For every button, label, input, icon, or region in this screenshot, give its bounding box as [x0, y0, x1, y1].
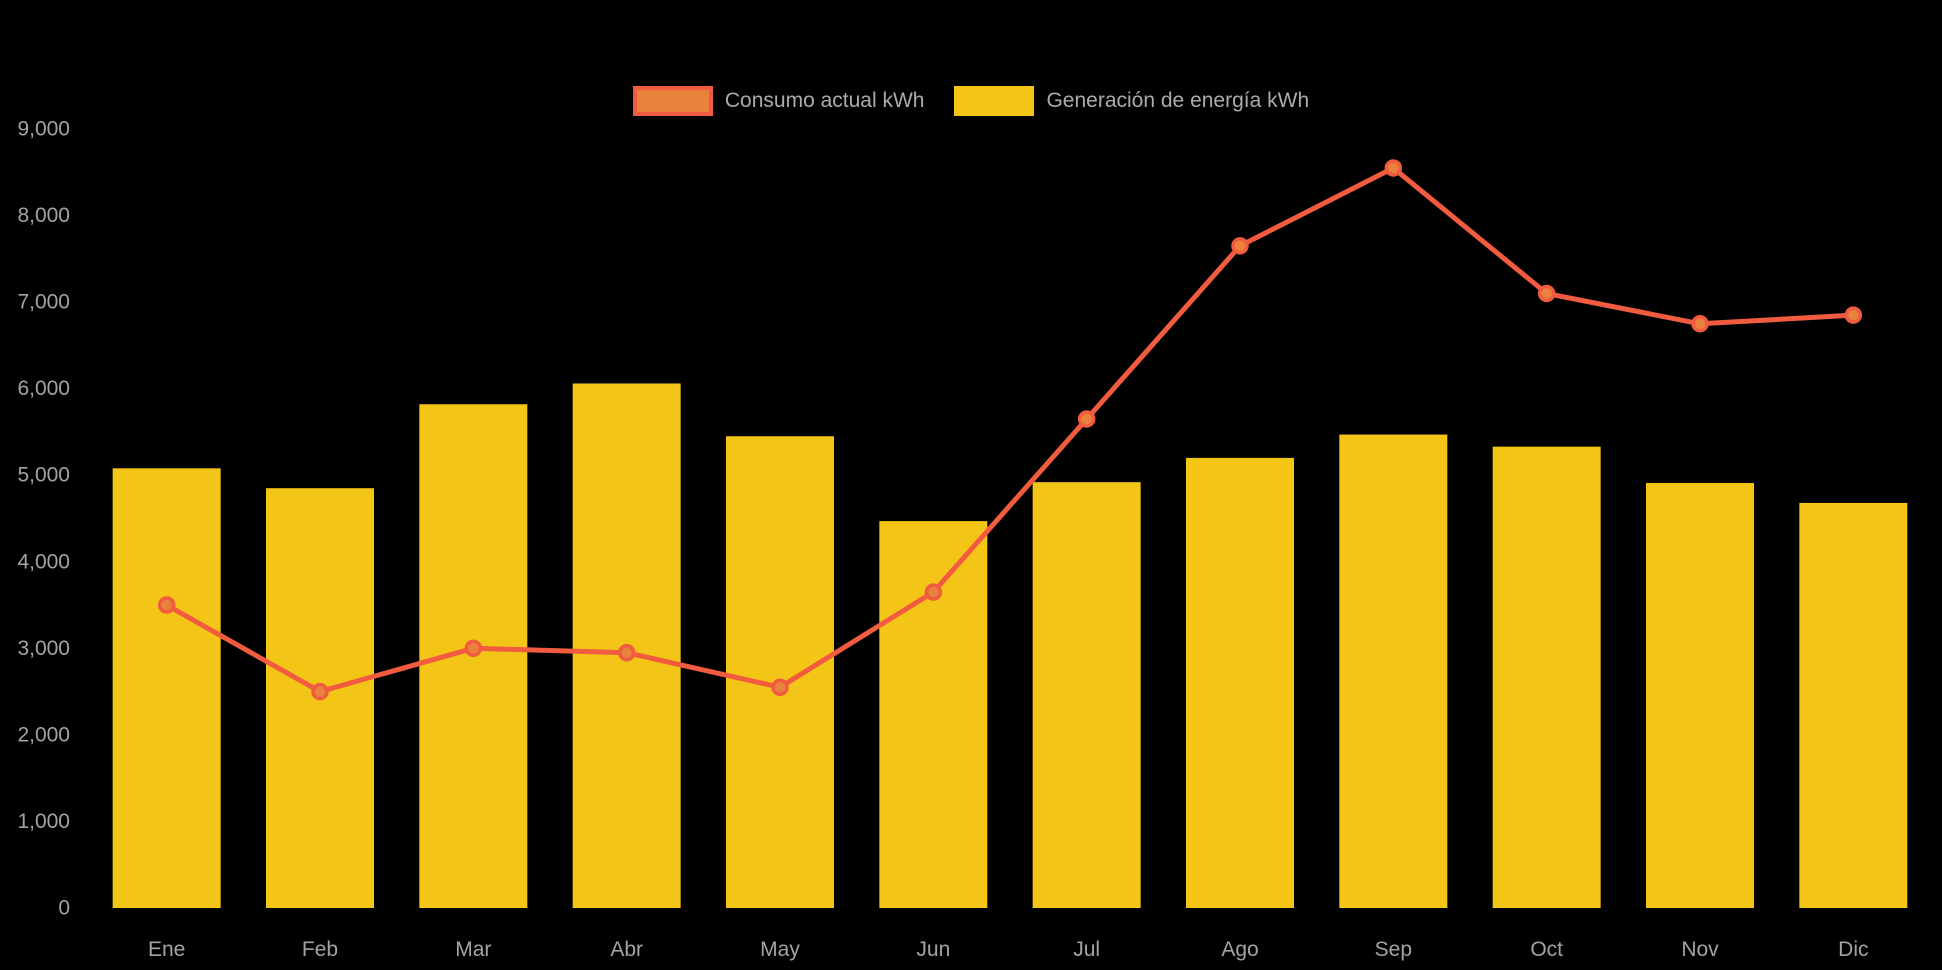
y-tick-label: 7,000: [17, 291, 70, 314]
y-tick-label: 9,000: [17, 118, 70, 141]
point-May: [771, 678, 789, 697]
bar-Jun: [879, 521, 988, 908]
point-Jul: [1077, 410, 1096, 428]
point-Feb: [311, 682, 329, 701]
x-tick-label-Sep: Sep: [1375, 938, 1412, 961]
point-Abr: [617, 643, 636, 662]
bar-Dic: [1799, 502, 1908, 908]
x-tick-label-Feb: Feb: [302, 938, 338, 961]
x-tick-label-Abr: Abr: [610, 938, 643, 961]
legend-item-consumo-actual[interactable]: Consumo actual kWh: [632, 86, 925, 116]
y-tick-label: 6,000: [17, 377, 70, 400]
bar-Nov: [1646, 483, 1754, 908]
x-tick-label-Ene: Ene: [148, 938, 185, 961]
x-tick-label-Ago: Ago: [1221, 938, 1258, 961]
legend-swatch-consumo-actual: [632, 86, 713, 116]
point-Ene: [157, 596, 176, 614]
legend-label-consumo-actual: Consumo actual kWh: [724, 89, 925, 112]
consumption-line: [164, 165, 1856, 695]
point-Dic: [1844, 306, 1863, 324]
x-tick-label-Jun: Jun: [916, 938, 950, 961]
x-tick-label-May: May: [760, 938, 800, 961]
bar-Ene: [112, 468, 221, 908]
chart-legend: Consumo actual kWh Generación de energía…: [0, 86, 1942, 116]
point-Jun: [924, 583, 943, 601]
y-tick-label: 5,000: [17, 464, 70, 487]
y-tick-label: 0: [58, 897, 70, 920]
bar-Ago: [1186, 457, 1294, 908]
y-tick-label: 2,000: [17, 723, 70, 746]
bar-May: [726, 436, 834, 908]
point-Mar: [464, 639, 483, 658]
x-tick-label-Jul: Jul: [1073, 938, 1100, 961]
y-tick-label: 1,000: [17, 810, 70, 833]
bar-Jul: [1032, 482, 1141, 908]
point-Sep: [1384, 159, 1403, 177]
x-tick-label-Oct: Oct: [1530, 938, 1563, 961]
y-tick-label: 4,000: [17, 550, 70, 573]
legend-swatch-generacion-energia: [954, 86, 1035, 116]
point-Ago: [1231, 237, 1249, 255]
bar-Sep: [1339, 434, 1448, 908]
y-tick-label: 8,000: [17, 204, 70, 227]
x-tick-label-Dic: Dic: [1838, 938, 1868, 961]
legend-label-generacion-energia: Generación de energía kWh: [1046, 89, 1310, 112]
x-tick-label-Mar: Mar: [455, 938, 491, 961]
point-Nov: [1691, 315, 1709, 333]
legend-item-generacion-energia[interactable]: Generación de energía kWh: [954, 86, 1309, 116]
y-tick-label: 3,000: [17, 637, 70, 660]
x-tick-label-Nov: Nov: [1681, 938, 1719, 961]
bar-Oct: [1492, 446, 1601, 908]
point-Oct: [1537, 284, 1556, 303]
